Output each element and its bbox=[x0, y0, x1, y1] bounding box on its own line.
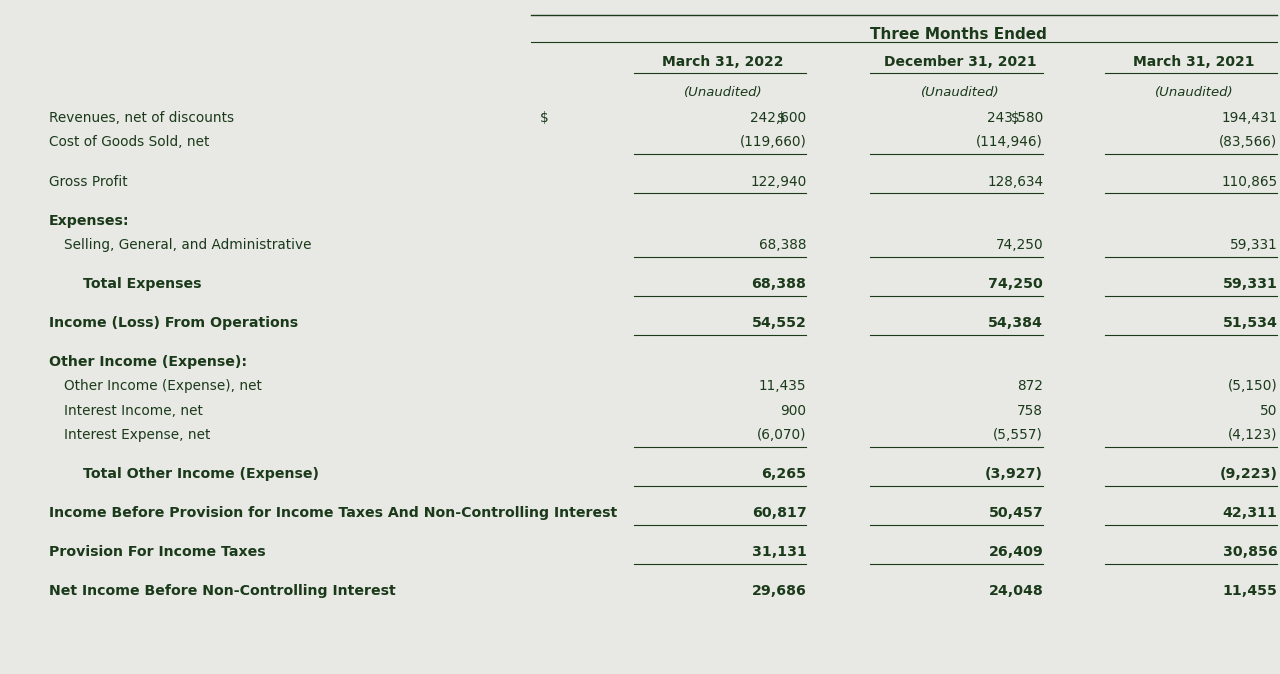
Text: 242,600: 242,600 bbox=[750, 111, 806, 125]
Text: 24,048: 24,048 bbox=[988, 584, 1043, 599]
Text: 128,634: 128,634 bbox=[987, 175, 1043, 189]
Text: Other Income (Expense):: Other Income (Expense): bbox=[49, 355, 247, 369]
Text: March 31, 2022: March 31, 2022 bbox=[663, 55, 783, 69]
Text: 50: 50 bbox=[1260, 404, 1277, 418]
Text: (Unaudited): (Unaudited) bbox=[920, 86, 1000, 99]
Text: Total Other Income (Expense): Total Other Income (Expense) bbox=[83, 467, 319, 481]
Text: (9,223): (9,223) bbox=[1220, 467, 1277, 481]
Text: 900: 900 bbox=[781, 404, 806, 418]
Text: 59,331: 59,331 bbox=[1222, 277, 1277, 291]
Text: (114,946): (114,946) bbox=[977, 135, 1043, 150]
Text: 194,431: 194,431 bbox=[1221, 111, 1277, 125]
Text: $: $ bbox=[540, 111, 549, 125]
Text: 31,131: 31,131 bbox=[751, 545, 806, 559]
Text: Total Expenses: Total Expenses bbox=[83, 277, 202, 291]
Text: 758: 758 bbox=[1018, 404, 1043, 418]
Text: March 31, 2021: March 31, 2021 bbox=[1134, 55, 1254, 69]
Text: 59,331: 59,331 bbox=[1230, 238, 1277, 252]
Text: Income (Loss) From Operations: Income (Loss) From Operations bbox=[49, 316, 298, 330]
Text: 6,265: 6,265 bbox=[762, 467, 806, 481]
Text: 30,856: 30,856 bbox=[1222, 545, 1277, 559]
Text: 11,455: 11,455 bbox=[1222, 584, 1277, 599]
Text: Other Income (Expense), net: Other Income (Expense), net bbox=[64, 379, 262, 394]
Text: 54,384: 54,384 bbox=[988, 316, 1043, 330]
Text: 51,534: 51,534 bbox=[1222, 316, 1277, 330]
Text: (Unaudited): (Unaudited) bbox=[1155, 86, 1234, 99]
Text: 29,686: 29,686 bbox=[751, 584, 806, 599]
Text: Three Months Ended: Three Months Ended bbox=[870, 27, 1047, 42]
Text: (83,566): (83,566) bbox=[1219, 135, 1277, 150]
Text: 122,940: 122,940 bbox=[750, 175, 806, 189]
Text: (119,660): (119,660) bbox=[740, 135, 806, 150]
Text: 74,250: 74,250 bbox=[988, 277, 1043, 291]
Text: 68,388: 68,388 bbox=[751, 277, 806, 291]
Text: 68,388: 68,388 bbox=[759, 238, 806, 252]
Text: (Unaudited): (Unaudited) bbox=[684, 86, 763, 99]
Text: (5,557): (5,557) bbox=[993, 428, 1043, 442]
Text: 243,580: 243,580 bbox=[987, 111, 1043, 125]
Text: 26,409: 26,409 bbox=[988, 545, 1043, 559]
Text: Cost of Goods Sold, net: Cost of Goods Sold, net bbox=[49, 135, 209, 150]
Text: 872: 872 bbox=[1018, 379, 1043, 394]
Text: (4,123): (4,123) bbox=[1228, 428, 1277, 442]
Text: 74,250: 74,250 bbox=[996, 238, 1043, 252]
Text: 60,817: 60,817 bbox=[751, 506, 806, 520]
Text: 110,865: 110,865 bbox=[1221, 175, 1277, 189]
Text: Revenues, net of discounts: Revenues, net of discounts bbox=[49, 111, 234, 125]
Text: $: $ bbox=[1011, 111, 1020, 125]
Text: Expenses:: Expenses: bbox=[49, 214, 129, 228]
Text: (6,070): (6,070) bbox=[756, 428, 806, 442]
Text: (5,150): (5,150) bbox=[1228, 379, 1277, 394]
Text: 50,457: 50,457 bbox=[988, 506, 1043, 520]
Text: 11,435: 11,435 bbox=[759, 379, 806, 394]
Text: 42,311: 42,311 bbox=[1222, 506, 1277, 520]
Text: Provision For Income Taxes: Provision For Income Taxes bbox=[49, 545, 265, 559]
Text: 54,552: 54,552 bbox=[751, 316, 806, 330]
Text: Net Income Before Non-Controlling Interest: Net Income Before Non-Controlling Intere… bbox=[49, 584, 396, 599]
Text: Income Before Provision for Income Taxes And Non-Controlling Interest: Income Before Provision for Income Taxes… bbox=[49, 506, 617, 520]
Text: Interest Income, net: Interest Income, net bbox=[64, 404, 202, 418]
Text: Selling, General, and Administrative: Selling, General, and Administrative bbox=[64, 238, 311, 252]
Text: Gross Profit: Gross Profit bbox=[49, 175, 127, 189]
Text: Interest Expense, net: Interest Expense, net bbox=[64, 428, 210, 442]
Text: $: $ bbox=[777, 111, 786, 125]
Text: (3,927): (3,927) bbox=[986, 467, 1043, 481]
Text: December 31, 2021: December 31, 2021 bbox=[883, 55, 1037, 69]
